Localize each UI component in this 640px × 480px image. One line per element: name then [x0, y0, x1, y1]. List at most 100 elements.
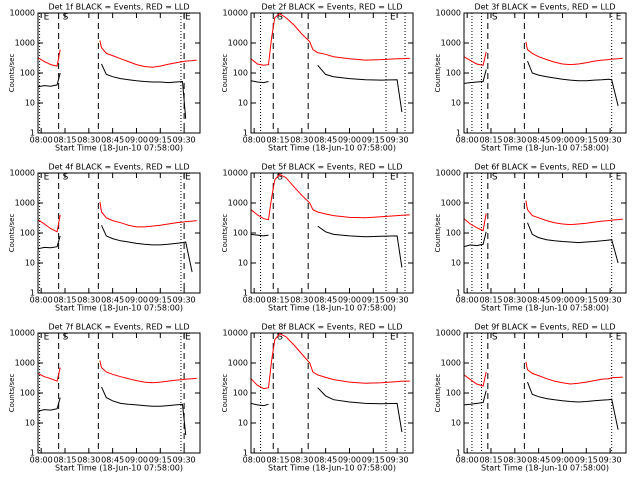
y-tick-label: 100: [446, 69, 461, 78]
plot-frame: [250, 172, 414, 294]
marker-label: E: [616, 13, 622, 23]
marker-label: S: [492, 13, 498, 23]
x-tick-label: 08:30: [77, 456, 100, 465]
y-axis-label: Counts/sec: [221, 374, 229, 413]
x-tick-label: 08:30: [77, 136, 100, 145]
y-tick-label: 100: [446, 389, 461, 398]
y-tick-label: 1: [243, 129, 248, 138]
marker-label: S: [63, 13, 69, 23]
series-line: [38, 360, 197, 384]
x-axis-label: Start Time (18-Jun-10 07:58:00): [481, 464, 609, 473]
x-tick-label: 08:00: [30, 136, 53, 145]
y-tick-label: 1: [243, 289, 248, 298]
y-tick-label: 100: [20, 69, 35, 78]
x-tick-label: 08:45: [101, 456, 124, 465]
x-tick-label: 09:30: [386, 296, 409, 305]
x-tick-label: 09:30: [599, 296, 622, 305]
series-line: [251, 333, 410, 390]
plot-frame: [37, 172, 201, 294]
x-tick-label: 09:00: [551, 136, 574, 145]
y-tick-label: 1000: [15, 39, 35, 48]
x-tick-label: 09:30: [173, 456, 196, 465]
x-axis-label: Start Time (18-Jun-10 07:58:00): [55, 144, 183, 153]
x-axis-label: Start Time (18-Jun-10 07:58:00): [268, 144, 396, 153]
x-tick-label: 08:00: [456, 456, 479, 465]
plot-frame: [37, 332, 201, 454]
y-tick-label: 100: [233, 389, 248, 398]
y-tick-label: 10: [451, 259, 461, 268]
marker-label: E: [616, 333, 622, 343]
x-tick-label: 09:00: [338, 136, 361, 145]
y-tick-label: 10: [25, 99, 35, 108]
y-tick-label: 1000: [228, 199, 248, 208]
y-tick-label: 100: [233, 69, 248, 78]
x-tick-label: 08:30: [290, 296, 313, 305]
x-tick-label: 08:45: [101, 136, 124, 145]
marker-label: E: [185, 333, 191, 343]
x-axis-label: Start Time (18-Jun-10 07:58:00): [481, 304, 609, 313]
x-tick-label: 08:15: [53, 456, 76, 465]
x-tick-label: 08:00: [456, 296, 479, 305]
marker-label: E: [44, 13, 50, 23]
y-tick-label: 1: [456, 289, 461, 298]
x-tick-label: 09:30: [599, 456, 622, 465]
marker-label: S: [277, 13, 283, 23]
x-tick-label: 08:45: [314, 136, 337, 145]
x-tick-label: 09:00: [125, 136, 148, 145]
x-tick-label: 09:15: [362, 456, 385, 465]
chart-title: Det 8f BLACK = Events, RED = LLD: [261, 323, 402, 332]
x-tick-label: 08:30: [503, 136, 526, 145]
series-line: [464, 41, 623, 66]
y-tick-label: 10: [238, 419, 248, 428]
x-tick-label: 08:00: [30, 296, 53, 305]
chart-title: Det 3f BLACK = Events, RED = LLD: [474, 3, 615, 12]
x-tick-label: 09:15: [149, 456, 172, 465]
y-tick-label: 10000: [10, 169, 35, 178]
marker-label: E: [616, 173, 622, 183]
x-tick-label: 08:45: [314, 296, 337, 305]
x-tick-label: 08:15: [479, 296, 502, 305]
y-tick-label: 1: [243, 449, 248, 458]
y-axis-label: Counts/sec: [8, 374, 16, 413]
x-axis-label: Start Time (18-Jun-10 07:58:00): [268, 464, 396, 473]
series-line: [38, 386, 187, 435]
x-tick-label: 08:15: [53, 136, 76, 145]
marker-label: E: [44, 333, 50, 343]
x-tick-label: 08:45: [314, 456, 337, 465]
x-tick-label: 09:30: [386, 456, 409, 465]
y-axis-label: Counts/sec: [8, 214, 16, 253]
y-tick-label: 10000: [223, 169, 248, 178]
y-tick-label: 10000: [436, 169, 461, 178]
y-tick-label: 10000: [10, 9, 35, 18]
x-tick-label: 08:45: [527, 456, 550, 465]
y-tick-label: 1: [30, 289, 35, 298]
marker-label: S: [277, 333, 283, 343]
y-tick-label: 1000: [15, 359, 35, 368]
series-line: [251, 64, 403, 113]
y-tick-label: 100: [233, 229, 248, 238]
series-line: [464, 200, 623, 232]
y-axis-label: Counts/sec: [434, 214, 442, 253]
y-tick-label: 100: [20, 229, 35, 238]
x-tick-label: 09:15: [575, 136, 598, 145]
x-axis-label: Start Time (18-Jun-10 07:58:00): [268, 304, 396, 313]
x-tick-label: 08:00: [243, 296, 266, 305]
chart-title: Det 2f BLACK = Events, RED = LLD: [261, 3, 402, 12]
y-tick-label: 10: [238, 259, 248, 268]
marker-label: S: [63, 333, 69, 343]
y-tick-label: 1000: [441, 359, 461, 368]
y-tick-label: 10000: [10, 329, 35, 338]
x-tick-label: 09:30: [386, 136, 409, 145]
x-tick-label: 08:15: [479, 456, 502, 465]
series-line: [251, 13, 410, 66]
x-axis-label: Start Time (18-Jun-10 07:58:00): [55, 304, 183, 313]
chart-title: Det 1f BLACK = Events, RED = LLD: [48, 3, 189, 12]
plot-frame: [37, 12, 201, 134]
x-tick-label: 08:30: [290, 456, 313, 465]
y-tick-label: 1: [456, 449, 461, 458]
x-tick-label: 09:00: [338, 296, 361, 305]
x-tick-label: 09:00: [125, 296, 148, 305]
series-line: [464, 381, 619, 430]
x-tick-label: 08:15: [53, 296, 76, 305]
